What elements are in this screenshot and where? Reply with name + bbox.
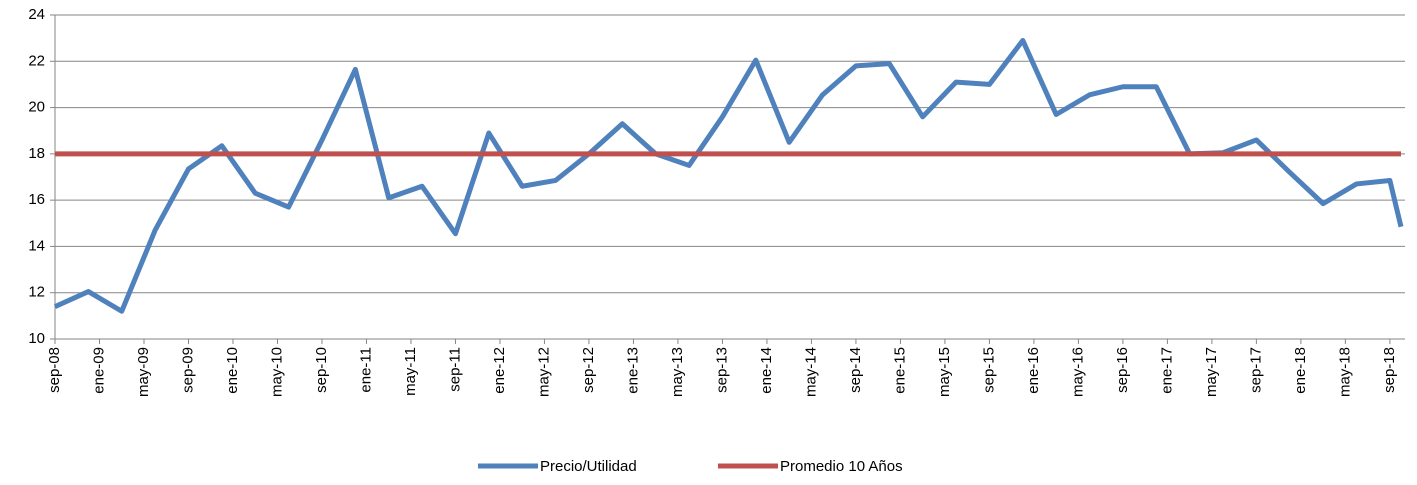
x-tick-label: ene-10 (224, 347, 241, 394)
x-tick-label: may-17 (1203, 347, 1220, 397)
y-tick-label: 14 (28, 237, 45, 254)
x-tick-label: ene-15 (891, 347, 908, 394)
x-tick-label: sep-13 (713, 347, 730, 393)
x-tick-label: sep-09 (179, 347, 196, 393)
x-tick-label: may-11 (402, 347, 419, 396)
legend-label: Promedio 10 Años (780, 458, 903, 475)
x-tick-label: may-14 (802, 347, 819, 397)
x-tick-label: sep-08 (46, 347, 63, 393)
x-tick-label: sep-15 (980, 347, 997, 393)
x-tick-label: sep-16 (1114, 347, 1131, 393)
legend-label: Precio/Utilidad (540, 458, 637, 475)
x-tick-label: sep-18 (1381, 347, 1398, 393)
x-tick-label: may-13 (669, 347, 686, 397)
x-tick-label: may-16 (1069, 347, 1086, 397)
x-tick-label: ene-18 (1292, 347, 1309, 394)
x-tick-label: ene-09 (90, 347, 107, 394)
y-tick-label: 22 (28, 52, 45, 69)
x-tick-label: may-09 (135, 347, 152, 397)
x-tick-label: ene-16 (1025, 347, 1042, 394)
y-tick-label: 10 (28, 330, 45, 347)
x-tick-label: ene-14 (758, 347, 775, 394)
x-tick-label: may-10 (268, 347, 285, 397)
x-tick-label: ene-17 (1158, 347, 1175, 394)
x-tick-label: ene-12 (491, 347, 508, 394)
series-line (53, 37, 1404, 314)
x-tick-label: may-12 (535, 347, 552, 397)
x-tick-label: sep-10 (313, 347, 330, 393)
y-tick-label: 12 (28, 284, 45, 301)
x-tick-label: sep-12 (580, 347, 597, 393)
x-tick-label: sep-11 (446, 347, 463, 392)
x-tick-label: ene-11 (357, 347, 374, 393)
y-tick-label: 16 (28, 191, 45, 208)
y-tick-label: 20 (28, 99, 45, 116)
x-tick-label: may-18 (1336, 347, 1353, 397)
y-tick-label: 18 (28, 145, 45, 162)
x-tick-label: may-15 (936, 347, 953, 397)
y-tick-label: 24 (28, 6, 45, 23)
x-tick-label: sep-14 (847, 347, 864, 393)
x-tick-label: sep-17 (1247, 347, 1264, 393)
x-tick-label: ene-13 (624, 347, 641, 394)
